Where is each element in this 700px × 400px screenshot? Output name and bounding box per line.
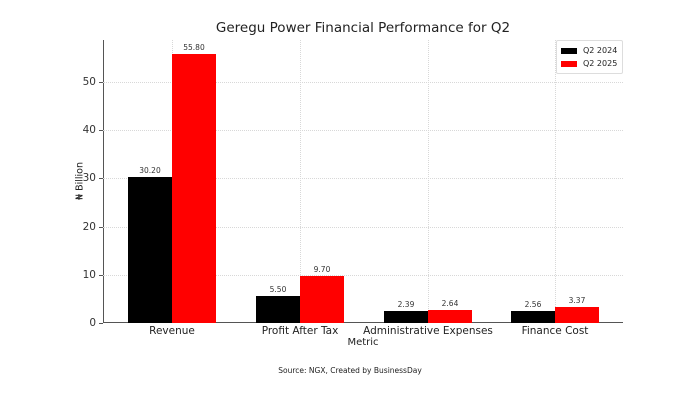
y-axis-spine [103,40,104,323]
bar-value-label: 5.50 [269,285,287,295]
source-note: Source: NGX, Created by BusinessDay [278,366,422,375]
x-tick-label: Finance Cost [521,325,589,337]
y-tick-mark [99,130,103,132]
bar-q2-2024 [511,310,555,323]
y-tick-mark [99,226,103,228]
gridline-vertical [555,40,556,323]
bar-q2-2024 [128,177,172,323]
plot-area: 30.20 55.80 5.50 9.70 2.39 2.64 2.56 3.37 [103,40,623,323]
chart-title: Geregu Power Financial Performance for Q… [215,20,511,36]
x-tick-label: Profit After Tax [261,325,339,337]
legend: Q2 2024 Q2 2025 [556,40,623,74]
y-tick-mark [99,323,103,324]
y-tick-label: 20 [82,220,96,233]
gridline-vertical [428,40,429,323]
legend-label: Q2 2024 [583,46,618,55]
bar-value-label: 9.70 [313,265,331,275]
legend-item: Q2 2024 [561,44,618,57]
bar-value-label: 30.20 [139,166,161,176]
bar-q2-2025 [428,310,472,323]
x-tick-label: Administrative Expenses [363,325,493,337]
y-tick-label: 50 [82,75,96,88]
x-tick-label: Revenue [149,325,195,337]
y-tick-label: 0 [89,317,96,329]
bar-q2-2025 [555,306,599,323]
bar-value-label: 2.39 [397,300,415,310]
legend-item: Q2 2025 [561,57,618,70]
y-tick-label: 40 [82,124,96,137]
y-tick-mark [99,178,103,180]
legend-label: Q2 2025 [583,59,618,68]
gridline-horizontal [103,274,623,276]
gridline-vertical [300,40,301,323]
gridline-horizontal [103,178,623,180]
y-tick-label: 10 [82,268,96,281]
y-tick-mark [99,81,103,83]
gridline-horizontal [103,226,623,228]
legend-swatch-icon [561,47,577,54]
x-axis-spine [103,322,623,323]
bar-value-label: 55.80 [183,42,205,52]
gridline-horizontal [103,81,623,83]
bar-q2-2025 [172,53,216,323]
bar-q2-2024 [256,296,300,323]
x-axis-label: Metric [347,337,379,348]
y-tick-mark [99,274,103,276]
y-tick-label: 30 [82,172,96,185]
bar-value-label: 3.37 [568,295,586,305]
bar-q2-2025 [300,276,344,323]
bar-value-label: 2.56 [524,299,542,309]
gridline-horizontal [103,130,623,132]
legend-swatch-icon [561,60,577,67]
bar-value-label: 2.64 [441,299,459,309]
bar-q2-2024 [384,311,428,323]
